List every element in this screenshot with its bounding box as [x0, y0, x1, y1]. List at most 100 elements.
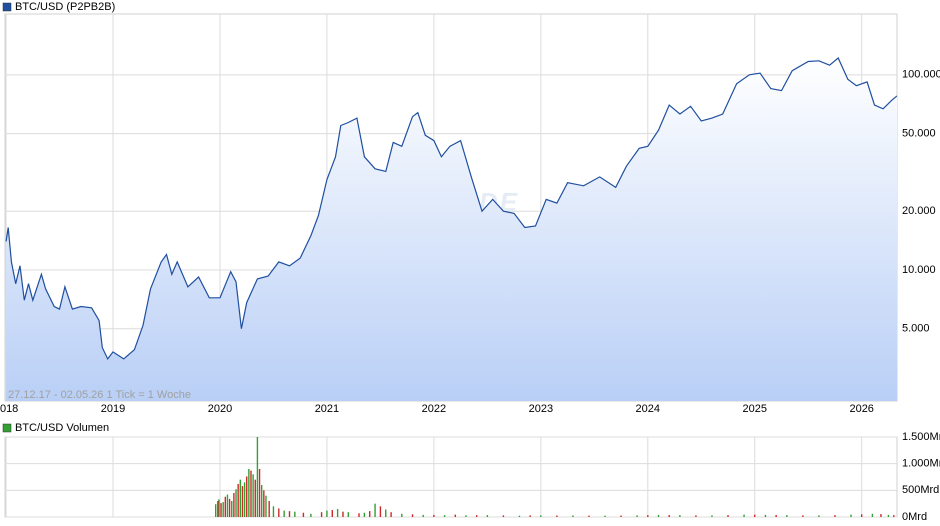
y-tick-label: 1.000Mrd [902, 458, 940, 470]
y-tick-label: 1.500Mrd [902, 431, 940, 443]
volume-bar [268, 501, 270, 517]
volume-bar [786, 515, 788, 517]
volume-bar [294, 511, 296, 517]
volume-bar [246, 476, 248, 517]
volume-bar [486, 515, 489, 517]
y-tick-label: 50.000 [902, 127, 936, 139]
volume-bar [754, 514, 756, 517]
volume-bar [302, 512, 305, 517]
volume-bar [278, 508, 280, 517]
volume-bar [331, 510, 333, 517]
volume-bar [224, 496, 227, 517]
volume-bar [288, 511, 291, 517]
volume-bar [433, 514, 435, 517]
x-tick-label: 2024 [636, 403, 660, 415]
legend-swatch [2, 2, 12, 12]
volume-bar [727, 515, 729, 517]
volume-bar [363, 512, 366, 517]
plot-area [4, 436, 898, 518]
volume-bar [233, 493, 235, 517]
volume-bar [465, 515, 467, 517]
volume-bar [620, 515, 622, 517]
volume-bar [647, 515, 649, 517]
volume-bar [220, 503, 222, 517]
legend-label: BTC/USD Volumen [15, 422, 109, 434]
volume-bar [604, 515, 606, 517]
volume-bar [556, 515, 558, 517]
volume-bar [636, 515, 638, 517]
x-tick-label: 2018 [0, 403, 18, 415]
x-tick-label: 2023 [529, 403, 553, 415]
volume-bar [248, 469, 250, 517]
volume-bar [218, 499, 220, 517]
volume-bar [893, 515, 895, 517]
volume-bar [529, 515, 531, 517]
price-line [5, 57, 897, 361]
volume-bar [374, 503, 376, 517]
volume-bar [401, 513, 403, 517]
volume-bar [502, 515, 505, 517]
volume-bar [369, 511, 371, 517]
y-tick-label: 500Mrd [902, 484, 939, 496]
volume-bar [379, 506, 382, 517]
volume-bar [250, 470, 252, 517]
volume-bar [241, 486, 244, 517]
volume-bar [443, 515, 446, 517]
y-tick-label: 5.000 [902, 323, 930, 335]
legend-label: BTC/USD (P2PB2B) [15, 1, 115, 13]
volume-bar [243, 482, 246, 517]
legend-swatch [2, 423, 12, 433]
area [6, 58, 897, 401]
x-tick-label: 2022 [422, 403, 446, 415]
volume-bar [252, 474, 254, 517]
volume-bar [679, 515, 681, 517]
volume-bar [743, 514, 745, 517]
volume-bar [310, 513, 312, 517]
volume-bar [850, 514, 852, 517]
volume-bar [861, 514, 863, 517]
volume-bar [226, 494, 229, 517]
x-tick-label: 2026 [849, 403, 873, 415]
volume-bar [834, 515, 836, 517]
volume-bar [222, 502, 224, 517]
volume-bar [711, 515, 713, 517]
volume-bar [887, 514, 890, 517]
volume-bar [254, 479, 256, 517]
y-tick-label: 0Mrd [902, 511, 927, 523]
volume-bar [265, 495, 267, 517]
volume-bar [256, 437, 259, 517]
volume-bar [347, 512, 350, 517]
volume-bar [283, 510, 285, 517]
volume-bar [272, 506, 275, 517]
volume-bar [342, 511, 344, 517]
volume-bar [215, 504, 217, 517]
volume-bar [775, 514, 777, 517]
volume-bar [695, 515, 697, 517]
volume-bar [422, 514, 424, 517]
volume-bar [231, 501, 233, 517]
volume-bar [880, 514, 882, 517]
volume-bar [385, 509, 387, 517]
volume-bar [871, 513, 874, 517]
volume-bar [326, 510, 328, 517]
volume-bar [263, 490, 265, 517]
volume-bar [390, 512, 392, 517]
volume-bar [228, 498, 231, 517]
y-tick-label: 100.000 [902, 69, 940, 81]
volume-bar [217, 501, 219, 517]
x-tick-label: 2021 [315, 403, 339, 415]
volume-bar [411, 514, 414, 517]
y-tick-label: 20.000 [902, 205, 936, 217]
volume-bar [764, 514, 767, 517]
volume-bar [475, 515, 478, 517]
volume-bar [239, 479, 241, 517]
volume-bar [336, 509, 339, 517]
volume-bar [818, 515, 820, 517]
volume-bar [588, 515, 590, 517]
volume-bar [572, 515, 574, 517]
x-tick-label: 2020 [208, 403, 232, 415]
volume-bar [260, 485, 263, 517]
volume-bar [237, 483, 239, 517]
volume-bar [802, 515, 804, 517]
